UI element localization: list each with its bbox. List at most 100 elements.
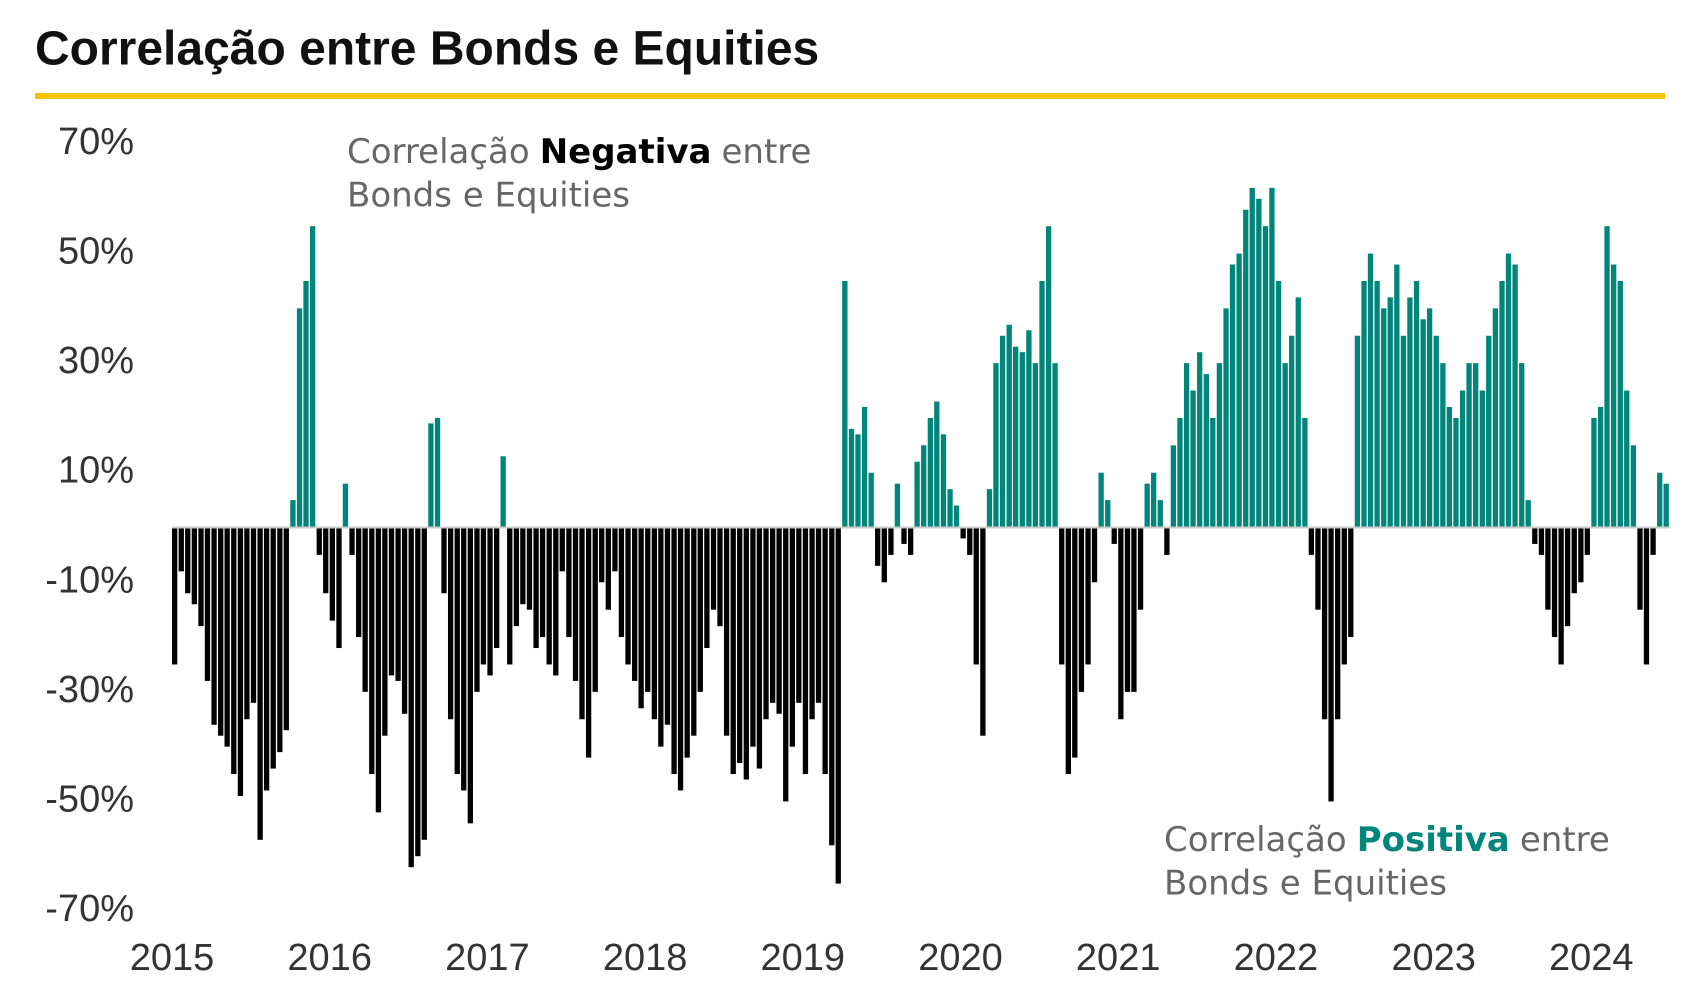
- bar: [579, 527, 585, 720]
- bar: [1039, 280, 1045, 528]
- bar: [783, 527, 789, 802]
- bar: [198, 527, 204, 627]
- x-tick-label: 2017: [445, 937, 530, 979]
- annotation-text: entre: [1520, 820, 1610, 860]
- y-tick-label: 30%: [58, 340, 134, 382]
- bar: [1032, 363, 1039, 528]
- bar: [763, 527, 769, 720]
- bar: [218, 527, 224, 736]
- y-tick-label: -30%: [45, 669, 134, 711]
- bar: [1269, 187, 1275, 528]
- bar: [1229, 264, 1236, 528]
- bar: [658, 527, 664, 747]
- bar: [986, 489, 993, 528]
- bar: [743, 527, 749, 780]
- bar: [1282, 363, 1288, 528]
- bar: [1591, 417, 1597, 528]
- bar: [296, 308, 303, 528]
- x-tick-label: 2021: [1076, 937, 1161, 979]
- bar: [1243, 209, 1249, 528]
- bar: [1236, 253, 1242, 528]
- bar: [921, 445, 927, 528]
- bar: [605, 527, 611, 610]
- bar: [730, 527, 736, 775]
- bar: [1085, 527, 1091, 665]
- bar: [848, 428, 855, 528]
- bar: [559, 527, 565, 572]
- bar: [1111, 527, 1117, 544]
- bar: [1407, 297, 1413, 528]
- chart-title: Correlação entre Bonds e Equities: [35, 23, 819, 76]
- annotation-emphasis: Negativa: [540, 132, 712, 172]
- bar: [940, 434, 947, 528]
- bar: [973, 527, 979, 665]
- bar: [1453, 417, 1459, 528]
- bar: [546, 527, 552, 665]
- annotation-text: Correlação: [1164, 820, 1347, 860]
- bar: [704, 527, 710, 649]
- bar: [881, 527, 887, 583]
- bar: [172, 527, 178, 665]
- bar: [888, 527, 894, 555]
- bar: [1374, 280, 1380, 528]
- bar: [480, 527, 487, 665]
- bar: [415, 527, 421, 857]
- bar: [1479, 390, 1485, 528]
- bar: [809, 527, 815, 720]
- bar: [1630, 445, 1637, 528]
- bar: [1473, 363, 1479, 528]
- y-tick-label: -50%: [45, 778, 134, 820]
- bar: [1578, 527, 1584, 583]
- annotation-line2: Bonds e Equities: [347, 176, 630, 216]
- bar: [1367, 253, 1374, 528]
- bar: [1545, 527, 1551, 610]
- bar: [1505, 253, 1512, 528]
- bar: [494, 527, 500, 649]
- bar: [1459, 390, 1466, 528]
- bar: [1611, 264, 1617, 528]
- bar: [1558, 527, 1564, 665]
- bar: [980, 527, 986, 736]
- bar: [1637, 527, 1643, 610]
- bar: [1643, 527, 1650, 665]
- bar: [1597, 406, 1604, 528]
- bar: [914, 461, 920, 528]
- bar: [927, 417, 933, 528]
- bar: [1131, 527, 1137, 692]
- bar: [1249, 187, 1255, 528]
- annotation: Correlação Positiva entre: [1164, 820, 1610, 860]
- annotation: Correlação Negativa entre: [347, 132, 811, 172]
- bar: [861, 406, 868, 528]
- bar: [401, 527, 408, 714]
- bar: [697, 527, 703, 692]
- bar: [1072, 527, 1078, 758]
- bar: [323, 527, 329, 594]
- bar: [1354, 335, 1361, 528]
- bar: [447, 527, 454, 720]
- bar: [349, 527, 355, 555]
- bar: [375, 527, 382, 813]
- bar: [1059, 527, 1065, 665]
- bar: [894, 483, 901, 528]
- bar: [1006, 324, 1012, 528]
- bar: [1348, 527, 1354, 638]
- bar: [677, 527, 684, 791]
- bar: [434, 417, 441, 528]
- bar: [999, 335, 1006, 528]
- bar: [185, 527, 191, 594]
- bar: [572, 527, 579, 681]
- bar: [1262, 226, 1269, 528]
- bar: [1413, 280, 1420, 528]
- bar: [1190, 390, 1196, 528]
- bar: [1400, 335, 1407, 528]
- bar: [1078, 527, 1085, 692]
- bar: [1394, 264, 1400, 528]
- bar: [1604, 226, 1610, 528]
- bar: [467, 527, 473, 824]
- bar: [1203, 374, 1209, 528]
- bar: [250, 527, 257, 703]
- bar: [1315, 527, 1321, 610]
- x-tick-label: 2018: [603, 937, 688, 979]
- bar: [303, 280, 309, 528]
